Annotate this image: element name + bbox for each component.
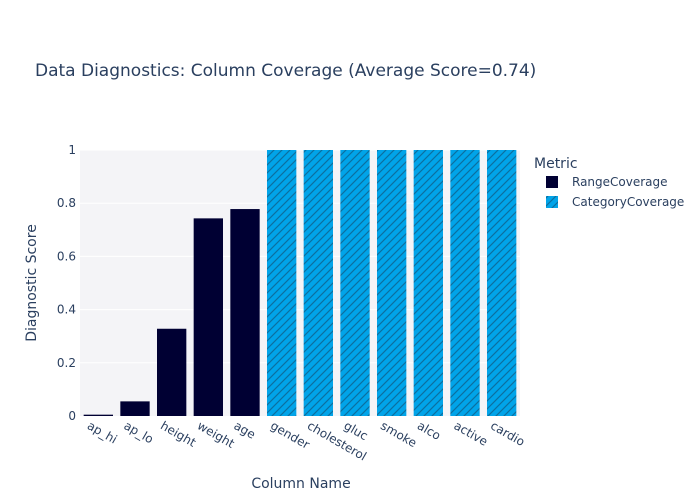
bar-gender[interactable] [267,150,297,416]
chart-title: Data Diagnostics: Column Coverage (Avera… [35,61,536,81]
bar-height[interactable] [157,328,187,416]
x-tick-label: ap_hi [85,418,120,446]
gridlines [80,149,520,364]
y-tick-label: 0.6 [57,249,76,263]
bar-ap_hi[interactable] [83,414,113,416]
x-tick-label: gender [268,418,312,451]
plot-area [80,150,520,416]
y-tick-label: 0.4 [57,303,76,317]
bar-ap_lo[interactable] [120,401,150,416]
legend-label[interactable]: RangeCoverage [572,175,668,189]
bar-alco[interactable] [413,150,443,416]
bar-cholesterol[interactable] [303,150,333,416]
x-tick-label: cardio [488,418,527,449]
bar-gluc[interactable] [340,150,370,416]
x-tick-label: height [158,418,198,449]
legend: Metric RangeCoverage CategoryCoverage [534,156,684,209]
bars [83,150,517,416]
y-axis-title: Diagnostic Score [24,224,40,342]
bar-weight[interactable] [193,218,223,416]
legend-title: Metric [534,156,578,172]
bar-cardio[interactable] [487,150,517,416]
bar-age[interactable] [230,209,260,416]
y-tick-label: 0 [68,409,76,423]
bar-active[interactable] [450,150,480,416]
legend-swatch[interactable] [546,196,558,208]
x-tick-label: weight [195,418,237,451]
y-tick-label: 0.8 [57,196,76,210]
bar-smoke[interactable] [377,150,407,416]
legend-label[interactable]: CategoryCoverage [572,195,684,209]
y-axis-ticks: 0 0.2 0.4 0.6 0.8 1 [57,143,76,423]
y-tick-label: 1 [68,143,76,157]
x-tick-label: alco [415,418,443,442]
y-tick-label: 0.2 [57,356,76,370]
x-tick-label: ap_lo [122,418,156,446]
legend-swatch[interactable] [546,176,558,188]
x-tick-label: smoke [378,418,419,450]
x-axis-title: Column Name [251,476,350,492]
x-tick-label: active [452,418,491,448]
